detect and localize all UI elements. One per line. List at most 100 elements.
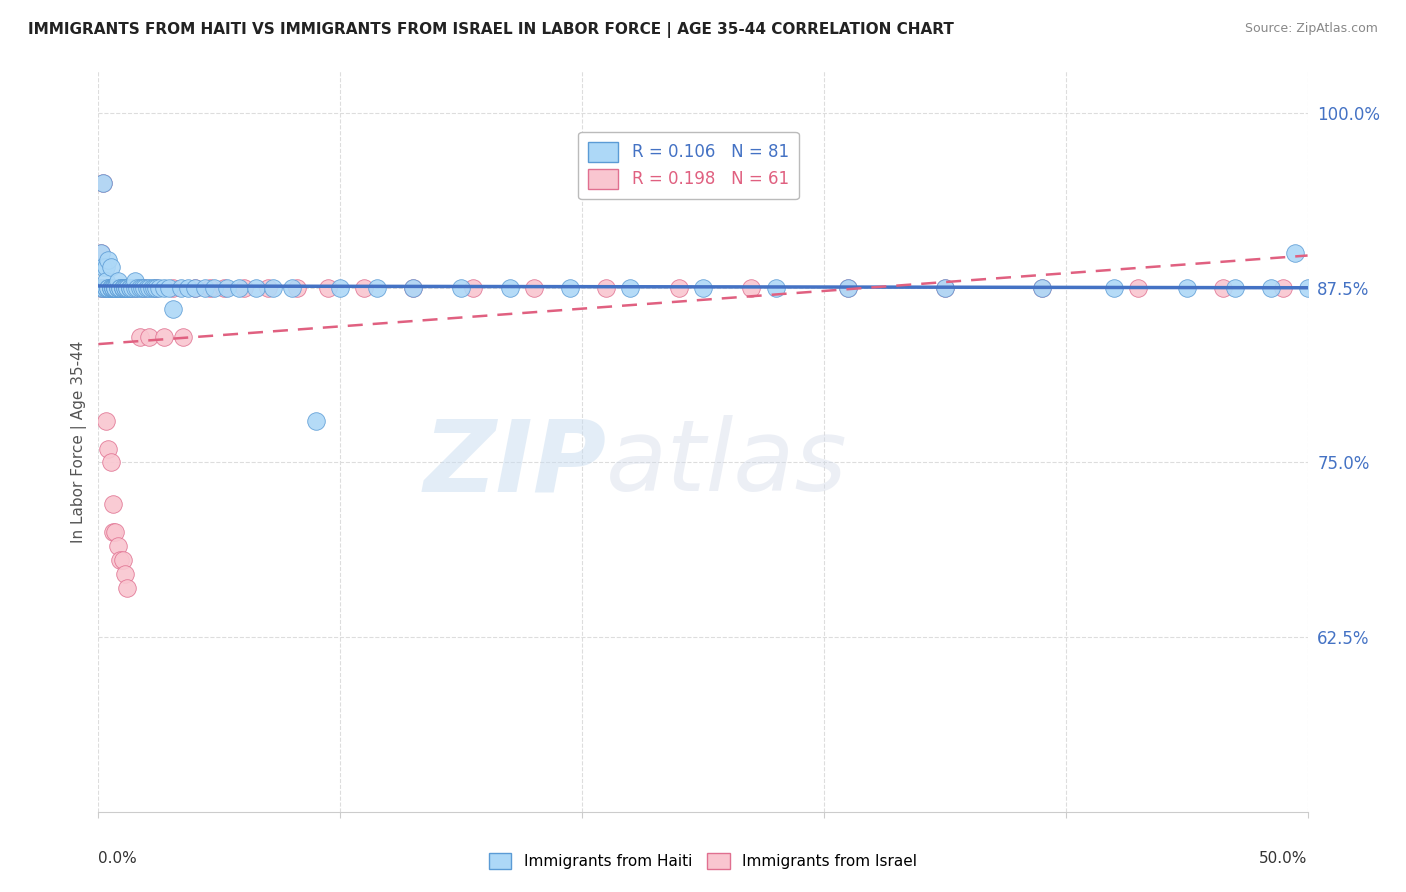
Point: [1296, 281, 1319, 295]
Point: [121, 281, 143, 295]
Point: [100, 281, 122, 295]
Point: [157, 281, 180, 295]
Point: [837, 281, 859, 295]
Point: [90, 246, 112, 260]
Point: [111, 281, 134, 295]
Point: [114, 281, 136, 295]
Point: [107, 281, 129, 295]
Point: [740, 281, 762, 295]
Point: [366, 281, 388, 295]
Point: [837, 281, 859, 295]
Point: [934, 281, 956, 295]
Point: [353, 281, 375, 295]
Point: [402, 281, 425, 295]
Point: [94, 281, 117, 295]
Point: [305, 414, 328, 428]
Text: 0.0%: 0.0%: [98, 851, 138, 865]
Point: [94, 281, 117, 295]
Point: [91, 176, 114, 190]
Point: [1031, 281, 1053, 295]
Point: [1284, 246, 1306, 260]
Point: [145, 281, 167, 295]
Point: [128, 330, 150, 344]
Point: [104, 281, 127, 295]
Point: [232, 281, 254, 295]
Point: [104, 281, 127, 295]
Point: [117, 581, 139, 595]
Point: [124, 274, 146, 288]
Point: [94, 281, 117, 295]
Point: [117, 281, 139, 295]
Point: [1175, 281, 1198, 295]
Point: [118, 281, 141, 295]
Point: [281, 281, 304, 295]
Point: [107, 281, 129, 295]
Point: [148, 281, 170, 295]
Point: [595, 281, 617, 295]
Point: [228, 281, 250, 295]
Point: [118, 281, 141, 295]
Point: [91, 281, 114, 295]
Point: [101, 497, 124, 511]
Point: [450, 281, 472, 295]
Point: [94, 260, 117, 274]
Point: [97, 281, 120, 295]
Point: [97, 442, 120, 456]
Point: [107, 281, 129, 295]
Point: [97, 281, 120, 295]
Point: [134, 281, 156, 295]
Point: [1102, 281, 1125, 295]
Point: [97, 281, 120, 295]
Point: [215, 281, 238, 295]
Point: [91, 281, 114, 295]
Point: [91, 176, 114, 190]
Point: [108, 281, 131, 295]
Point: [114, 281, 136, 295]
Point: [94, 274, 117, 288]
Point: [91, 260, 114, 274]
Point: [184, 281, 207, 295]
Point: [100, 281, 122, 295]
Point: [111, 281, 134, 295]
Point: [1260, 281, 1282, 295]
Point: [177, 281, 200, 295]
Point: [104, 281, 127, 295]
Point: [90, 281, 112, 295]
Point: [402, 281, 425, 295]
Point: [316, 281, 339, 295]
Point: [463, 281, 485, 295]
Point: [1272, 281, 1295, 295]
Point: [1031, 281, 1053, 295]
Point: [101, 525, 124, 540]
Point: [104, 281, 127, 295]
Point: [262, 281, 284, 295]
Point: [1212, 281, 1234, 295]
Text: Source: ZipAtlas.com: Source: ZipAtlas.com: [1244, 22, 1378, 36]
Point: [692, 281, 714, 295]
Point: [162, 281, 184, 295]
Text: 50.0%: 50.0%: [1260, 851, 1308, 865]
Point: [100, 260, 122, 274]
Point: [145, 281, 167, 295]
Point: [558, 281, 581, 295]
Point: [90, 281, 112, 295]
Point: [104, 281, 127, 295]
Point: [100, 281, 122, 295]
Point: [329, 281, 352, 295]
Point: [128, 281, 150, 295]
Point: [108, 281, 131, 295]
Point: [1128, 281, 1150, 295]
Point: [100, 281, 122, 295]
Point: [212, 281, 235, 295]
Point: [117, 281, 139, 295]
Point: [101, 281, 124, 295]
Point: [256, 281, 278, 295]
Point: [765, 281, 787, 295]
Point: [172, 330, 194, 344]
Point: [117, 281, 139, 295]
Point: [114, 281, 136, 295]
Point: [101, 281, 124, 295]
Point: [118, 281, 141, 295]
Point: [204, 281, 226, 295]
Point: [104, 525, 127, 540]
